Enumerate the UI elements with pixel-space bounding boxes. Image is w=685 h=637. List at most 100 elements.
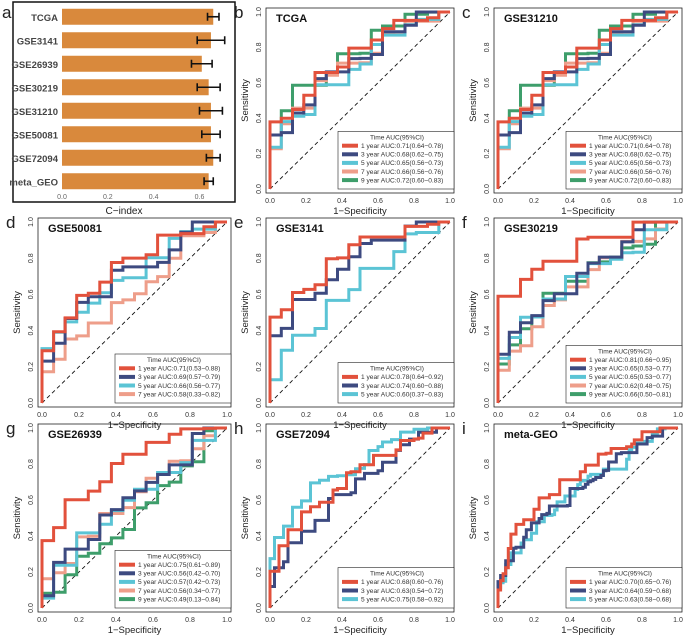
roc-y-tick-label: 0.0 [484, 184, 491, 194]
roc-y-tick-label: 0.4 [256, 531, 263, 541]
cindex-tick-label: 0.6 [195, 194, 205, 201]
roc-title: GSE26939 [48, 429, 102, 441]
roc-reference-line [41, 221, 228, 404]
roc-legend-label: 3 year AUC:0.69(0.57−0.79) [138, 374, 220, 381]
roc-y-tick-label: 0.4 [484, 531, 491, 541]
roc-xlabel: 1−Specificity [333, 206, 387, 217]
roc-reference-line [269, 221, 451, 404]
roc-panel-h: h 0.00.0 0.2 0.2 0.4 0.4 0.6 0.6 0.8 0.8 1.0 1.0 1−S… [234, 419, 455, 636]
roc-panel-i: i 0.00.0 0.2 0.2 0.4 0.4 0.6 0.6 0.8 0.8 1.0 1.0 1−S… [462, 419, 683, 636]
roc-curve [40, 426, 227, 608]
roc-y-tick-label: 0.6 [256, 495, 263, 505]
roc-x-tick-label: 0.4 [111, 412, 121, 419]
roc-legend [337, 567, 455, 609]
roc-x-tick-label: 0.0 [493, 617, 503, 624]
roc-x-tick-label: 0.4 [337, 412, 347, 419]
roc-xlabel: 1−Specificity [333, 420, 387, 431]
roc-curve [496, 10, 678, 189]
roc-title: GSE3141 [276, 223, 324, 235]
roc-y-tick-label: 1.0 [484, 217, 491, 227]
roc-y-tick-label: 1.0 [28, 217, 35, 227]
roc-title: meta-GEO [504, 429, 558, 441]
roc-frame [37, 423, 232, 613]
roc-y-tick-label: 0.6 [28, 289, 35, 299]
panel-letter: f [462, 213, 467, 232]
roc-y-tick-label: 1.0 [484, 423, 491, 433]
cindex-bar [62, 32, 211, 49]
roc-x-tick-label: 0.6 [373, 412, 383, 419]
cindex-frame [12, 1, 236, 203]
roc-x-tick-label: 0.0 [265, 412, 275, 419]
roc-legend-label: 7 year AUC:0.66(0.56−0.76) [589, 169, 671, 176]
roc-xlabel: 1−Specificity [561, 625, 615, 636]
roc-legend-label: 5 year AUC:0.65(0.56−0.73) [589, 160, 671, 167]
panel-letter: g [6, 419, 15, 438]
roc-x-tick-label: 0.0 [265, 198, 275, 205]
roc-y-tick-label: 0.0 [256, 398, 263, 408]
roc-legend-label: 3 year AUC:0.68(0.62−0.75) [361, 152, 443, 159]
roc-y-tick-label: 0.8 [484, 42, 491, 52]
roc-legend-label: 7 year AUC:0.62(0.48−0.75) [589, 383, 671, 390]
roc-curve [268, 426, 450, 608]
roc-x-tick-label: 0.8 [409, 198, 419, 205]
roc-frame [493, 7, 683, 194]
roc-y-tick-label: 0.6 [256, 289, 263, 299]
roc-y-tick-label: 0.8 [256, 459, 263, 469]
roc-curve [40, 426, 227, 608]
roc-y-tick-label: 0.4 [28, 531, 35, 541]
roc-legend-label: 1 year AUC:0.78(0.64−0.92) [361, 374, 443, 381]
roc-x-tick-label: 0.0 [37, 617, 47, 624]
roc-legend-title: Time AUC(95%CI) [147, 553, 201, 560]
roc-title: GSE31210 [504, 13, 558, 25]
cindex-bar [62, 126, 211, 143]
roc-legend-label: 9 year AUC:0.72(0.60−0.83) [361, 177, 443, 184]
roc-legend-label: 5 year AUC:0.60(0.37−0.83) [361, 391, 443, 398]
roc-xlabel: 1−Specificity [108, 420, 162, 431]
roc-y-tick-label: 0.0 [256, 184, 263, 194]
roc-legend-title: Time AUC(95%CI) [370, 571, 424, 578]
roc-y-tick-label: 0.2 [256, 362, 263, 372]
roc-x-tick-label: 0.0 [493, 198, 503, 205]
roc-y-tick-label: 0.4 [484, 326, 491, 336]
roc-x-tick-label: 1.0 [673, 198, 683, 205]
roc-x-tick-label: 0.4 [565, 412, 575, 419]
roc-legend-label: 7 year AUC:0.66(0.56−0.76) [361, 169, 443, 176]
roc-x-tick-label: 0.6 [373, 198, 383, 205]
roc-legend-label: 3 year AUC:0.56(0.42−0.70) [138, 571, 220, 578]
roc-curve [268, 220, 450, 403]
cindex-category-label: GSE31210 [12, 107, 58, 118]
cindex-category-label: GSE72094 [12, 154, 59, 165]
roc-x-tick-label: 0.0 [37, 412, 47, 419]
roc-legend-label: 5 year AUC:0.66(0.56−0.77) [138, 383, 220, 390]
roc-curve [268, 10, 450, 189]
roc-x-tick-label: 0.6 [373, 617, 383, 624]
roc-legend-label: 7 year AUC:0.58(0.33−0.82) [138, 391, 220, 398]
roc-x-tick-label: 0.2 [529, 617, 539, 624]
roc-frame [493, 423, 683, 613]
panel-letter: d [6, 213, 15, 232]
roc-y-tick-label: 0.2 [484, 362, 491, 372]
roc-y-tick-label: 0.6 [484, 78, 491, 88]
roc-ylabel: Sensitivity [240, 79, 251, 122]
cindex-tick-label: 0.4 [149, 194, 159, 201]
roc-frame [265, 217, 455, 408]
roc-y-tick-label: 0.0 [28, 603, 35, 613]
cindex-category-label: GSE26939 [12, 60, 58, 71]
roc-curve [496, 220, 678, 403]
roc-x-tick-label: 1.0 [445, 198, 455, 205]
roc-ylabel: Sensitivity [240, 291, 251, 334]
roc-curve [268, 220, 450, 403]
roc-y-tick-label: 0.4 [256, 113, 263, 123]
roc-x-tick-label: 0.2 [74, 412, 84, 419]
roc-y-tick-label: 0.2 [256, 567, 263, 577]
roc-ylabel: Sensitivity [468, 79, 479, 122]
cindex-category-label: TCGA [31, 13, 58, 24]
roc-panel-f: f 0.00.0 0.2 0.2 0.4 0.4 0.6 0.6 0.8 0.8 1.0 1.0 1−S… [462, 213, 683, 431]
roc-ylabel: Sensitivity [240, 496, 251, 539]
roc-x-tick-label: 1.0 [222, 412, 232, 419]
roc-y-tick-label: 0.0 [28, 398, 35, 408]
roc-x-tick-label: 0.2 [301, 617, 311, 624]
roc-x-tick-label: 0.4 [565, 617, 575, 624]
roc-legend-label: 1 year AUC:0.71(0.53−0.88) [138, 366, 220, 373]
